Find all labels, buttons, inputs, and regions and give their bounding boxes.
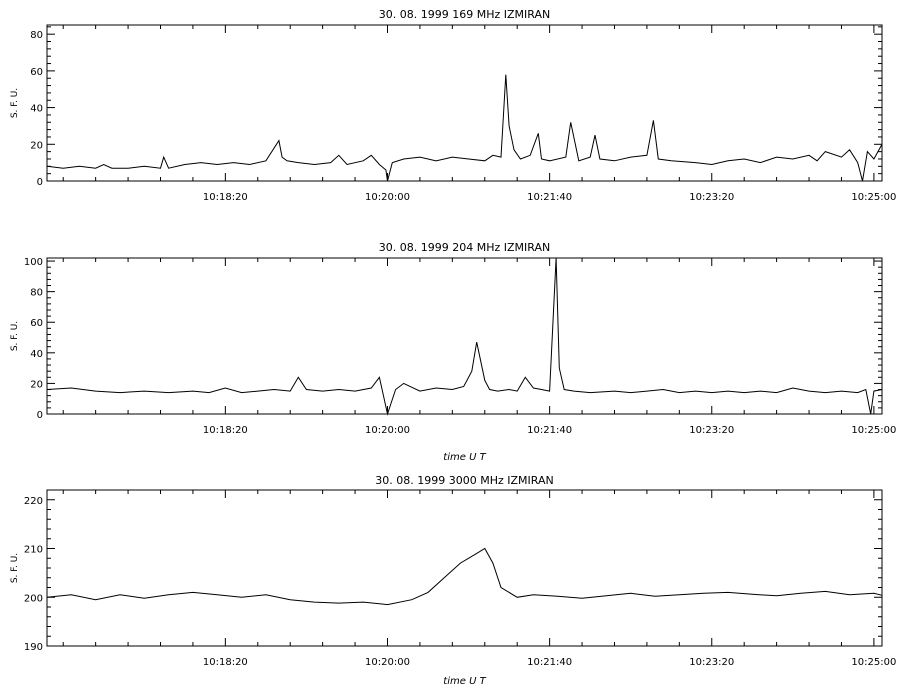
y-tick-label: 80	[30, 30, 43, 41]
plot-frame	[46, 257, 883, 415]
x-tick-label: 10:18:20	[203, 192, 248, 203]
y-tick-label: 20	[30, 379, 43, 390]
x-tick-label: 10:25:00	[851, 192, 896, 203]
x-axis-label: time U T	[443, 452, 486, 463]
y-tick-label: 210	[24, 545, 43, 556]
x-tick-label: 10:20:00	[365, 192, 410, 203]
x-tick-label: 10:18:20	[203, 425, 248, 436]
y-tick-label: 20	[30, 140, 43, 151]
y-tick-label: 60	[30, 318, 43, 329]
plot-frame	[46, 489, 883, 647]
chart-title: 30. 08. 1999 3000 MHz IZMIRAN	[375, 474, 553, 487]
y-tick-label: 0	[37, 410, 43, 421]
y-tick-label: 60	[30, 67, 43, 78]
x-tick-label: 10:23:20	[689, 657, 734, 668]
y-tick-label: 200	[24, 593, 43, 604]
chart-title: 30. 08. 1999 169 MHz IZMIRAN	[379, 8, 550, 21]
x-tick-label: 10:21:40	[527, 192, 572, 203]
chart-panel-1: 30. 08. 1999 169 MHz IZMIRAN S. F. U. 0 20 4…	[10, 8, 896, 203]
y-tick-label: 190	[24, 642, 43, 653]
y-axis-label: S. F. U.	[10, 88, 20, 118]
x-tick-label: 10:23:20	[689, 425, 734, 436]
x-tick-label: 10:21:40	[527, 425, 572, 436]
y-tick-label: 220	[24, 496, 43, 507]
series-line	[46, 74, 883, 182]
x-tick-label: 10:23:20	[689, 192, 734, 203]
series-line	[46, 547, 883, 606]
x-axis-label: time U T	[443, 676, 486, 687]
y-tick-label: 0	[37, 177, 43, 188]
x-tick-label: 10:25:00	[851, 425, 896, 436]
y-tick-label: 100	[24, 257, 43, 268]
y-tick-label: 80	[30, 288, 43, 299]
plot-frame	[46, 24, 883, 182]
x-tick-label: 10:20:00	[365, 657, 410, 668]
y-axis-label: S. F. U.	[10, 553, 20, 583]
y-tick-label: 40	[30, 349, 43, 360]
chart-title: 30. 08. 1999 204 MHz IZMIRAN	[379, 241, 550, 254]
series-line	[46, 257, 883, 416]
chart-panel-3: 30. 08. 1999 3000 MHz IZMIRAN S. F. U. tim…	[10, 474, 896, 687]
x-tick-label: 10:20:00	[365, 425, 410, 436]
y-tick-label: 40	[30, 104, 43, 115]
x-tick-label: 10:21:40	[527, 657, 572, 668]
chart-panel-2: 30. 08. 1999 204 MHz IZMIRAN S. F. U. time…	[10, 241, 896, 463]
x-tick-label: 10:18:20	[203, 657, 248, 668]
y-axis-label: S. F. U.	[10, 321, 20, 351]
x-tick-label: 10:25:00	[851, 657, 896, 668]
